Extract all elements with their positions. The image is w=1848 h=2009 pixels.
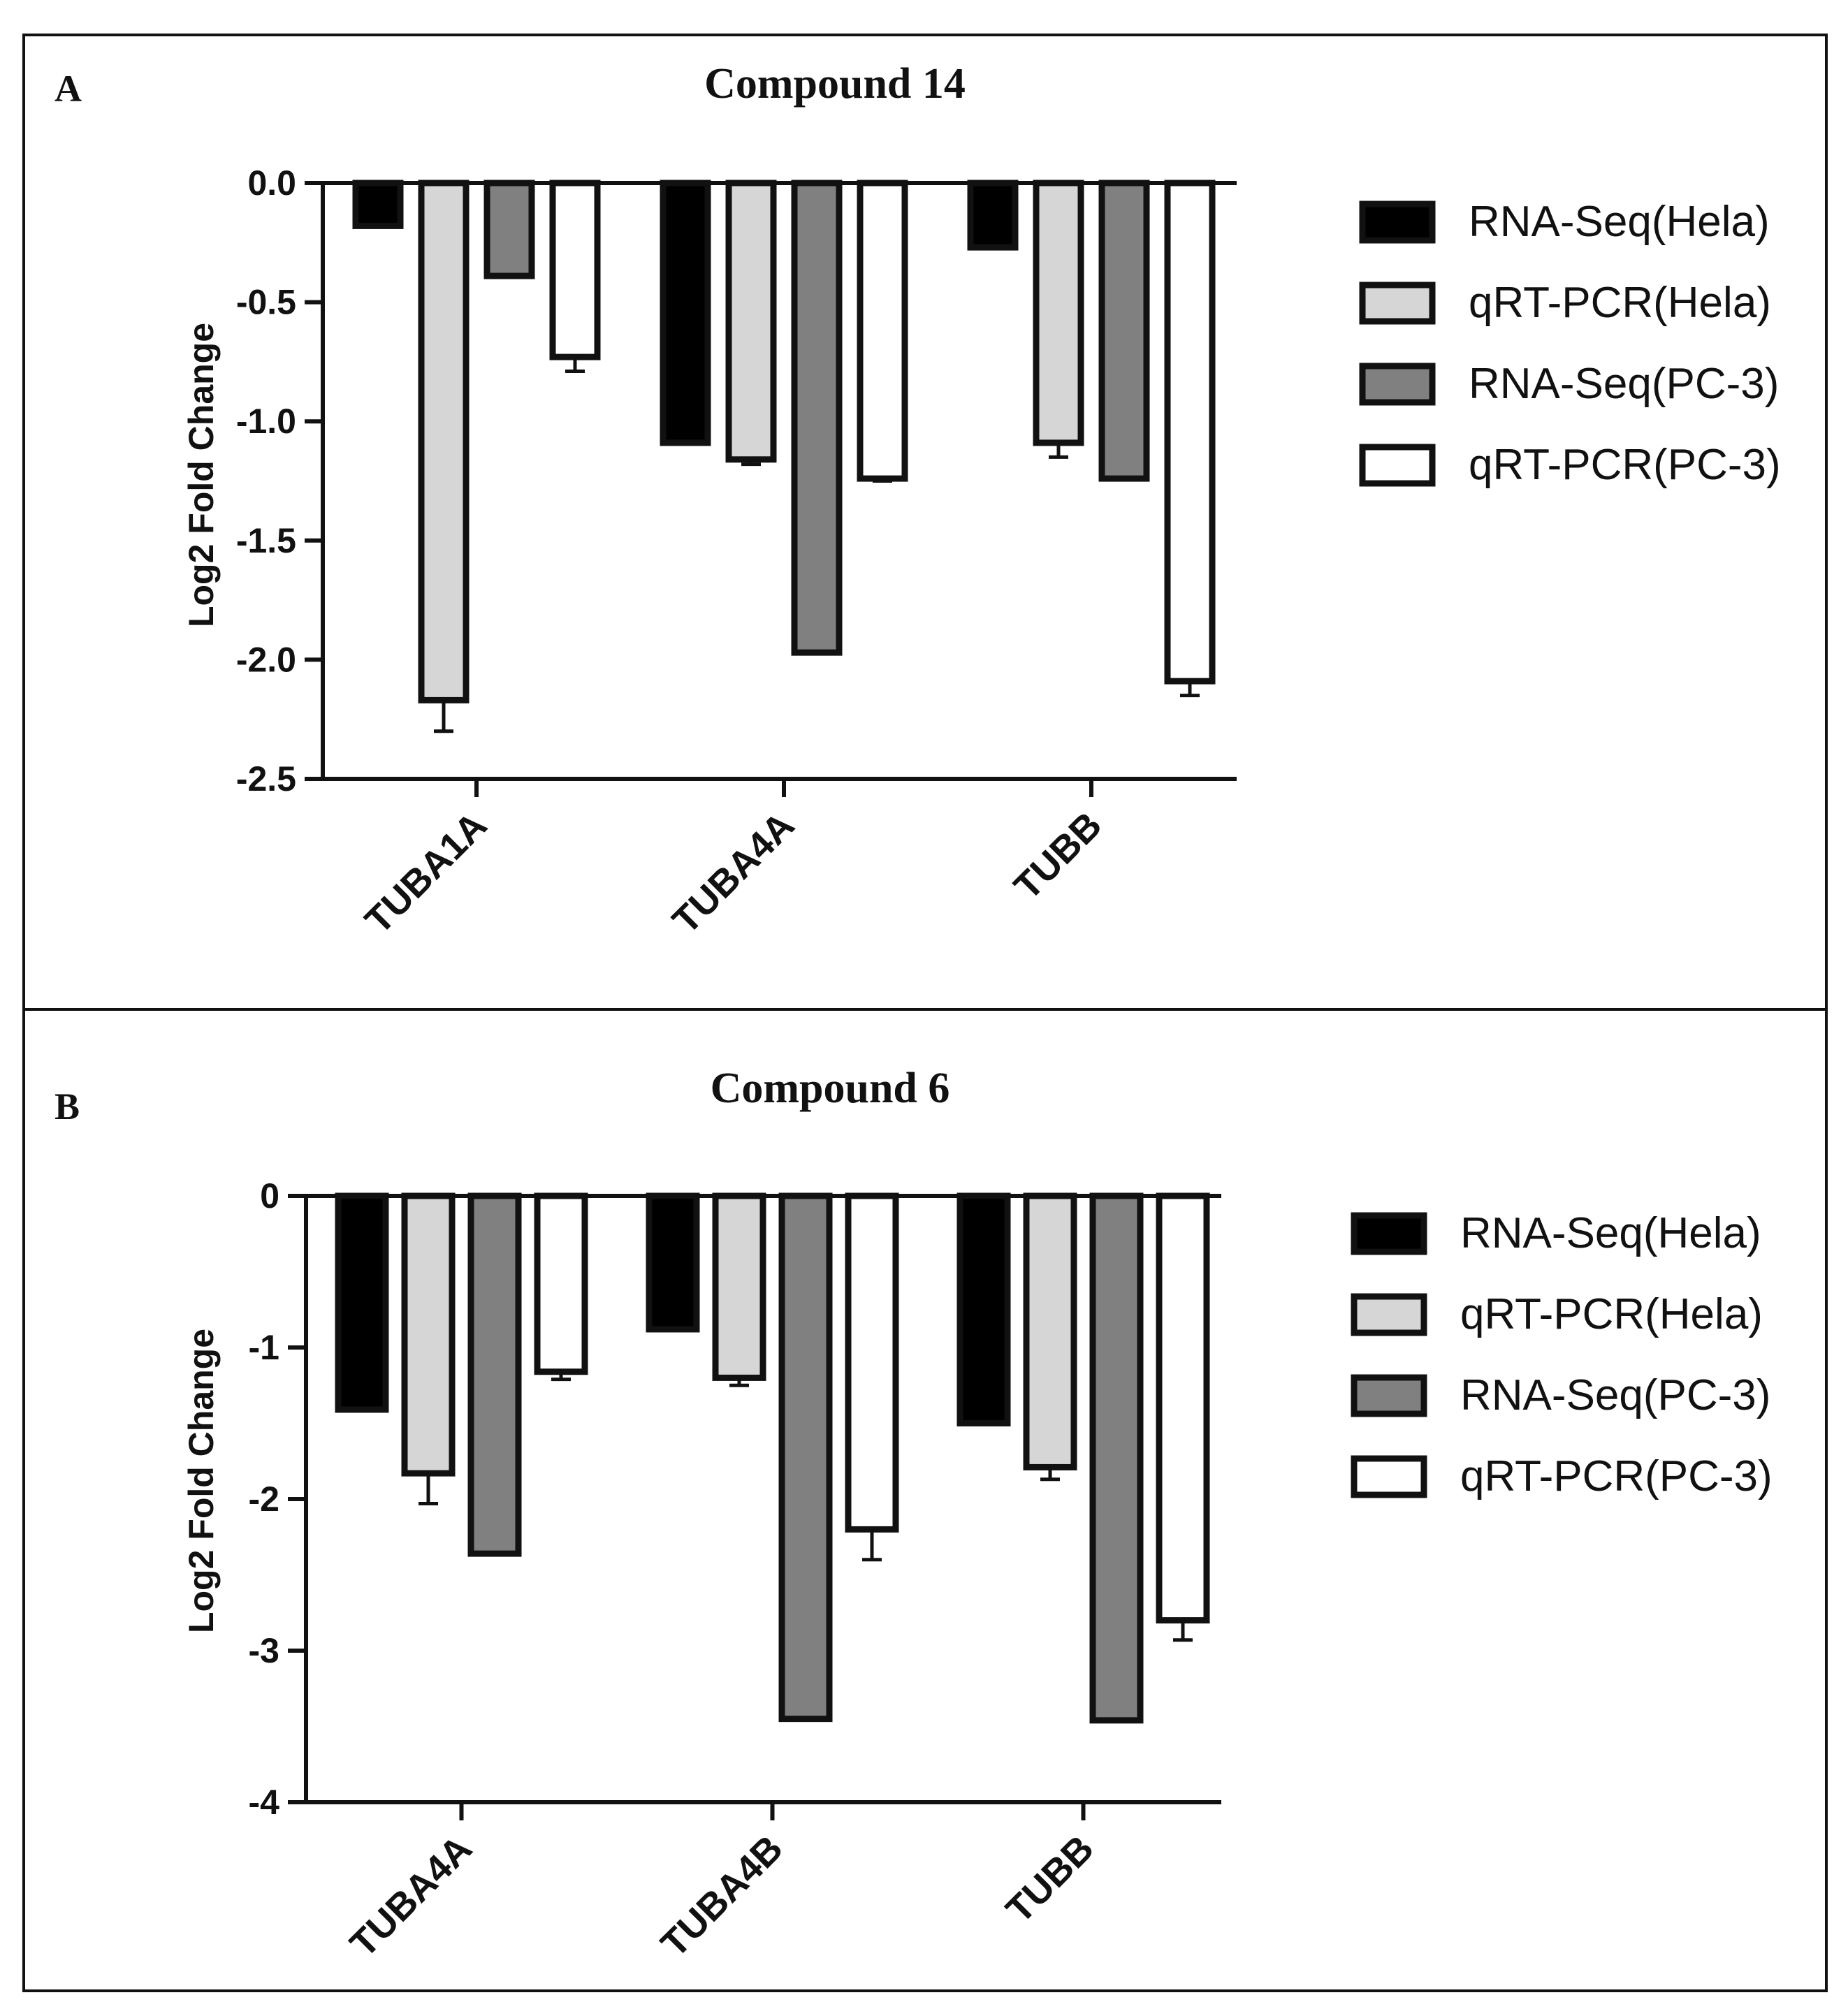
bar bbox=[967, 180, 1019, 251]
y-tick-label: -3 bbox=[249, 1631, 279, 1670]
bar bbox=[956, 1192, 1011, 1426]
legend-label: RNA-Seq(Hela) bbox=[1460, 1209, 1761, 1257]
legend-label: RNA-Seq(PC-3) bbox=[1469, 360, 1779, 408]
legend-swatch bbox=[1351, 1212, 1427, 1255]
x-category-label: TUBA4A bbox=[342, 1827, 480, 1965]
x-category-label: TUBB bbox=[998, 1827, 1102, 1931]
y-tick-label: -1.5 bbox=[236, 521, 296, 560]
panel-a-plot: 0.0 -0.5 -1.0 -1.5 -2.0 -2.5 TUBA1A TUBA4A TUBB bbox=[236, 163, 1237, 942]
panel-b-frame bbox=[22, 1008, 1828, 1992]
bar bbox=[1164, 180, 1216, 685]
y-tick-label: -1.0 bbox=[236, 402, 296, 441]
x-category-label: TUBB bbox=[1006, 804, 1109, 907]
bar bbox=[1098, 180, 1150, 482]
bar bbox=[660, 180, 711, 446]
bar bbox=[791, 180, 843, 656]
legend-swatch bbox=[1359, 363, 1436, 406]
legend-swatch bbox=[1359, 444, 1436, 487]
bar bbox=[534, 1192, 588, 1375]
panel-a-letter: A bbox=[54, 68, 82, 110]
panel-b-plot: 0 -1 -2 -3 -4 TUBA4A TUBA4B TUBB bbox=[249, 1176, 1221, 1965]
panel-b-letter: B bbox=[54, 1086, 80, 1127]
bar bbox=[712, 1192, 766, 1381]
y-tick-label: -2.5 bbox=[236, 759, 296, 798]
bar bbox=[1023, 1192, 1077, 1470]
x-category-label: TUBA4B bbox=[653, 1827, 791, 1965]
legend-label: RNA-Seq(PC-3) bbox=[1460, 1371, 1770, 1419]
bar bbox=[778, 1192, 833, 1723]
y-tick-label: -0.5 bbox=[236, 283, 296, 322]
y-tick-label: -2.0 bbox=[236, 640, 296, 679]
bar bbox=[1089, 1192, 1144, 1724]
legend-swatch bbox=[1351, 1374, 1427, 1417]
bar bbox=[467, 1192, 522, 1557]
bar bbox=[483, 180, 535, 279]
legend-label: qRT-PCR(Hela) bbox=[1469, 279, 1771, 327]
panel-b-legend: RNA-Seq(Hela) qRT-PCR(Hela) RNA-Seq(PC-3) q… bbox=[1351, 1209, 1773, 1500]
bar bbox=[1156, 1192, 1210, 1624]
bar bbox=[857, 180, 908, 482]
x-category-label: TUBA1A bbox=[357, 804, 495, 942]
y-tick-label: 0 bbox=[260, 1176, 279, 1215]
x-category-label: TUBA4A bbox=[664, 804, 802, 942]
panel-b-title: Compound 6 bbox=[711, 1065, 950, 1112]
bar bbox=[418, 180, 470, 703]
panel-b-y-axis-label: Log2 Fold Change bbox=[182, 1329, 221, 1633]
legend-swatch bbox=[1359, 200, 1436, 244]
panel-a-legend: RNA-Seq(Hela) qRT-PCR(Hela) RNA-Seq(PC-3) q… bbox=[1359, 198, 1781, 489]
panel-a-title: Compound 14 bbox=[704, 60, 966, 108]
legend-label: qRT-PCR(PC-3) bbox=[1460, 1452, 1773, 1500]
bar bbox=[549, 180, 601, 360]
bar bbox=[1033, 180, 1084, 446]
y-tick-label: -4 bbox=[249, 1783, 280, 1822]
bar bbox=[352, 180, 404, 229]
legend-swatch bbox=[1351, 1293, 1427, 1336]
panel-b: B Compound 6 Log2 Fold Change 0 -1 -2 -3 -4 T… bbox=[22, 1008, 1828, 1992]
legend-label: qRT-PCR(PC-3) bbox=[1469, 441, 1781, 489]
bar bbox=[725, 180, 777, 463]
bar bbox=[845, 1192, 899, 1533]
legend-label: RNA-Seq(Hela) bbox=[1469, 198, 1770, 246]
y-tick-label: 0.0 bbox=[247, 163, 296, 203]
legend-label: qRT-PCR(Hela) bbox=[1460, 1290, 1763, 1338]
y-tick-label: -1 bbox=[249, 1328, 279, 1367]
legend-swatch bbox=[1351, 1455, 1427, 1498]
bar bbox=[401, 1192, 456, 1477]
y-tick-label: -2 bbox=[249, 1480, 279, 1519]
bar bbox=[335, 1192, 389, 1413]
bar bbox=[646, 1192, 700, 1333]
panel-a: A Compound 14 Log2 Fold Change 0.0 -0.5 -1… bbox=[22, 34, 1828, 1011]
legend-swatch bbox=[1359, 282, 1436, 325]
panel-a-y-axis-label: Log2 Fold Change bbox=[182, 323, 221, 627]
